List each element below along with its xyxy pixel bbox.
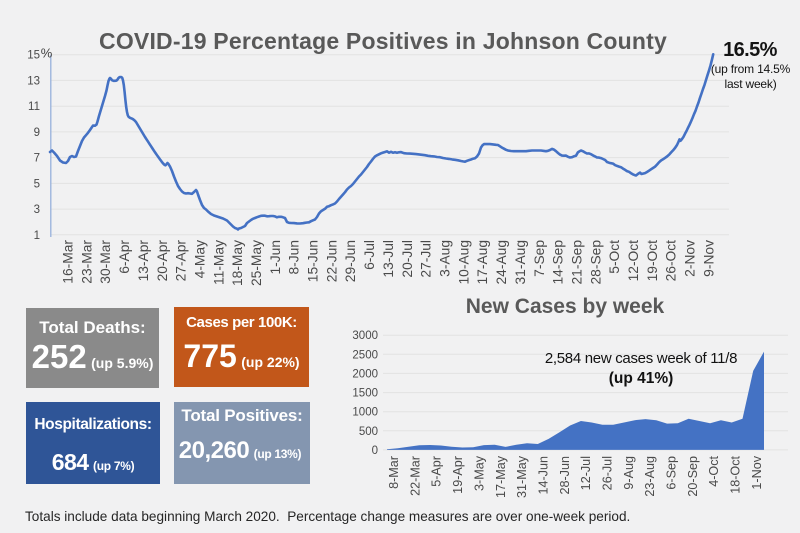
svg-text:9-Aug: 9-Aug bbox=[622, 456, 636, 490]
svg-text:30-Mar: 30-Mar bbox=[98, 240, 113, 284]
svg-text:20-Jul: 20-Jul bbox=[400, 240, 415, 278]
svg-text:7: 7 bbox=[34, 153, 40, 165]
svg-text:14-Jun: 14-Jun bbox=[537, 456, 551, 495]
svg-text:11: 11 bbox=[28, 101, 40, 113]
svg-text:3-May: 3-May bbox=[472, 455, 486, 491]
svg-text:2-Nov: 2-Nov bbox=[683, 240, 698, 277]
svg-text:6-Apr: 6-Apr bbox=[117, 240, 132, 274]
svg-text:1000: 1000 bbox=[352, 407, 378, 419]
svg-text:26-Oct: 26-Oct bbox=[664, 240, 679, 282]
svg-text:4-Oct: 4-Oct bbox=[707, 456, 721, 487]
svg-text:6-Sep: 6-Sep bbox=[665, 456, 679, 490]
svg-text:13-Apr: 13-Apr bbox=[136, 240, 151, 282]
svg-text:18-May: 18-May bbox=[230, 240, 245, 286]
svg-text:19-Oct: 19-Oct bbox=[645, 240, 660, 282]
svg-text:12-Oct: 12-Oct bbox=[626, 240, 641, 282]
svg-text:20-Apr: 20-Apr bbox=[155, 240, 170, 282]
svg-text:27-Apr: 27-Apr bbox=[174, 240, 189, 282]
svg-text:26-Jul: 26-Jul bbox=[601, 456, 615, 490]
svg-text:2000: 2000 bbox=[352, 368, 378, 380]
svg-text:8-Jun: 8-Jun bbox=[287, 240, 302, 275]
svg-text:1: 1 bbox=[34, 230, 40, 242]
svg-text:24-Aug: 24-Aug bbox=[494, 240, 509, 285]
svg-text:5-Apr: 5-Apr bbox=[430, 456, 444, 487]
svg-text:16-Mar: 16-Mar bbox=[61, 240, 76, 284]
svg-text:12-Jul: 12-Jul bbox=[579, 456, 593, 490]
svg-text:5: 5 bbox=[34, 178, 40, 190]
svg-text:%: % bbox=[41, 46, 53, 61]
svg-text:19-Apr: 19-Apr bbox=[451, 456, 465, 494]
svg-text:31-Aug: 31-Aug bbox=[513, 240, 528, 285]
svg-text:23-Aug: 23-Aug bbox=[643, 456, 657, 497]
svg-text:22-Mar: 22-Mar bbox=[408, 456, 422, 496]
svg-text:15: 15 bbox=[27, 50, 40, 62]
svg-text:3-Aug: 3-Aug bbox=[438, 240, 453, 277]
svg-text:22-Jun: 22-Jun bbox=[324, 240, 339, 282]
svg-text:17-May: 17-May bbox=[494, 455, 508, 498]
svg-text:18-Oct: 18-Oct bbox=[729, 456, 743, 494]
svg-text:27-Jul: 27-Jul bbox=[419, 240, 434, 278]
svg-text:10-Aug: 10-Aug bbox=[456, 240, 471, 285]
svg-text:25-May: 25-May bbox=[249, 240, 264, 286]
svg-text:5-Oct: 5-Oct bbox=[607, 240, 622, 274]
svg-text:3: 3 bbox=[34, 204, 40, 216]
svg-text:29-Jun: 29-Jun bbox=[343, 240, 358, 282]
svg-text:15-Jun: 15-Jun bbox=[306, 240, 321, 282]
svg-text:6-Jul: 6-Jul bbox=[362, 240, 377, 270]
svg-text:21-Sep: 21-Sep bbox=[570, 240, 585, 285]
svg-text:1-Jun: 1-Jun bbox=[268, 240, 283, 275]
svg-text:3000: 3000 bbox=[352, 330, 378, 342]
svg-text:0: 0 bbox=[372, 445, 378, 457]
svg-text:11-May: 11-May bbox=[211, 240, 226, 285]
svg-text:4-May: 4-May bbox=[193, 240, 208, 278]
svg-text:1-Nov: 1-Nov bbox=[750, 455, 764, 489]
svg-text:500: 500 bbox=[359, 426, 378, 438]
svg-text:7-Sep: 7-Sep bbox=[532, 240, 547, 277]
svg-text:28-Sep: 28-Sep bbox=[588, 240, 603, 285]
svg-text:8-Mar: 8-Mar bbox=[387, 456, 401, 489]
svg-text:2500: 2500 bbox=[352, 349, 378, 361]
svg-text:28-Jun: 28-Jun bbox=[558, 456, 572, 495]
svg-text:23-Mar: 23-Mar bbox=[79, 240, 94, 284]
svg-text:9-Nov: 9-Nov bbox=[701, 240, 716, 277]
svg-text:31-May: 31-May bbox=[515, 455, 529, 498]
svg-text:20-Sep: 20-Sep bbox=[686, 456, 700, 497]
svg-text:1500: 1500 bbox=[352, 388, 378, 400]
svg-text:13-Jul: 13-Jul bbox=[381, 240, 396, 278]
svg-text:13: 13 bbox=[27, 75, 40, 87]
svg-text:14-Sep: 14-Sep bbox=[551, 240, 566, 285]
svg-text:9: 9 bbox=[34, 127, 40, 139]
svg-text:17-Aug: 17-Aug bbox=[475, 240, 490, 285]
